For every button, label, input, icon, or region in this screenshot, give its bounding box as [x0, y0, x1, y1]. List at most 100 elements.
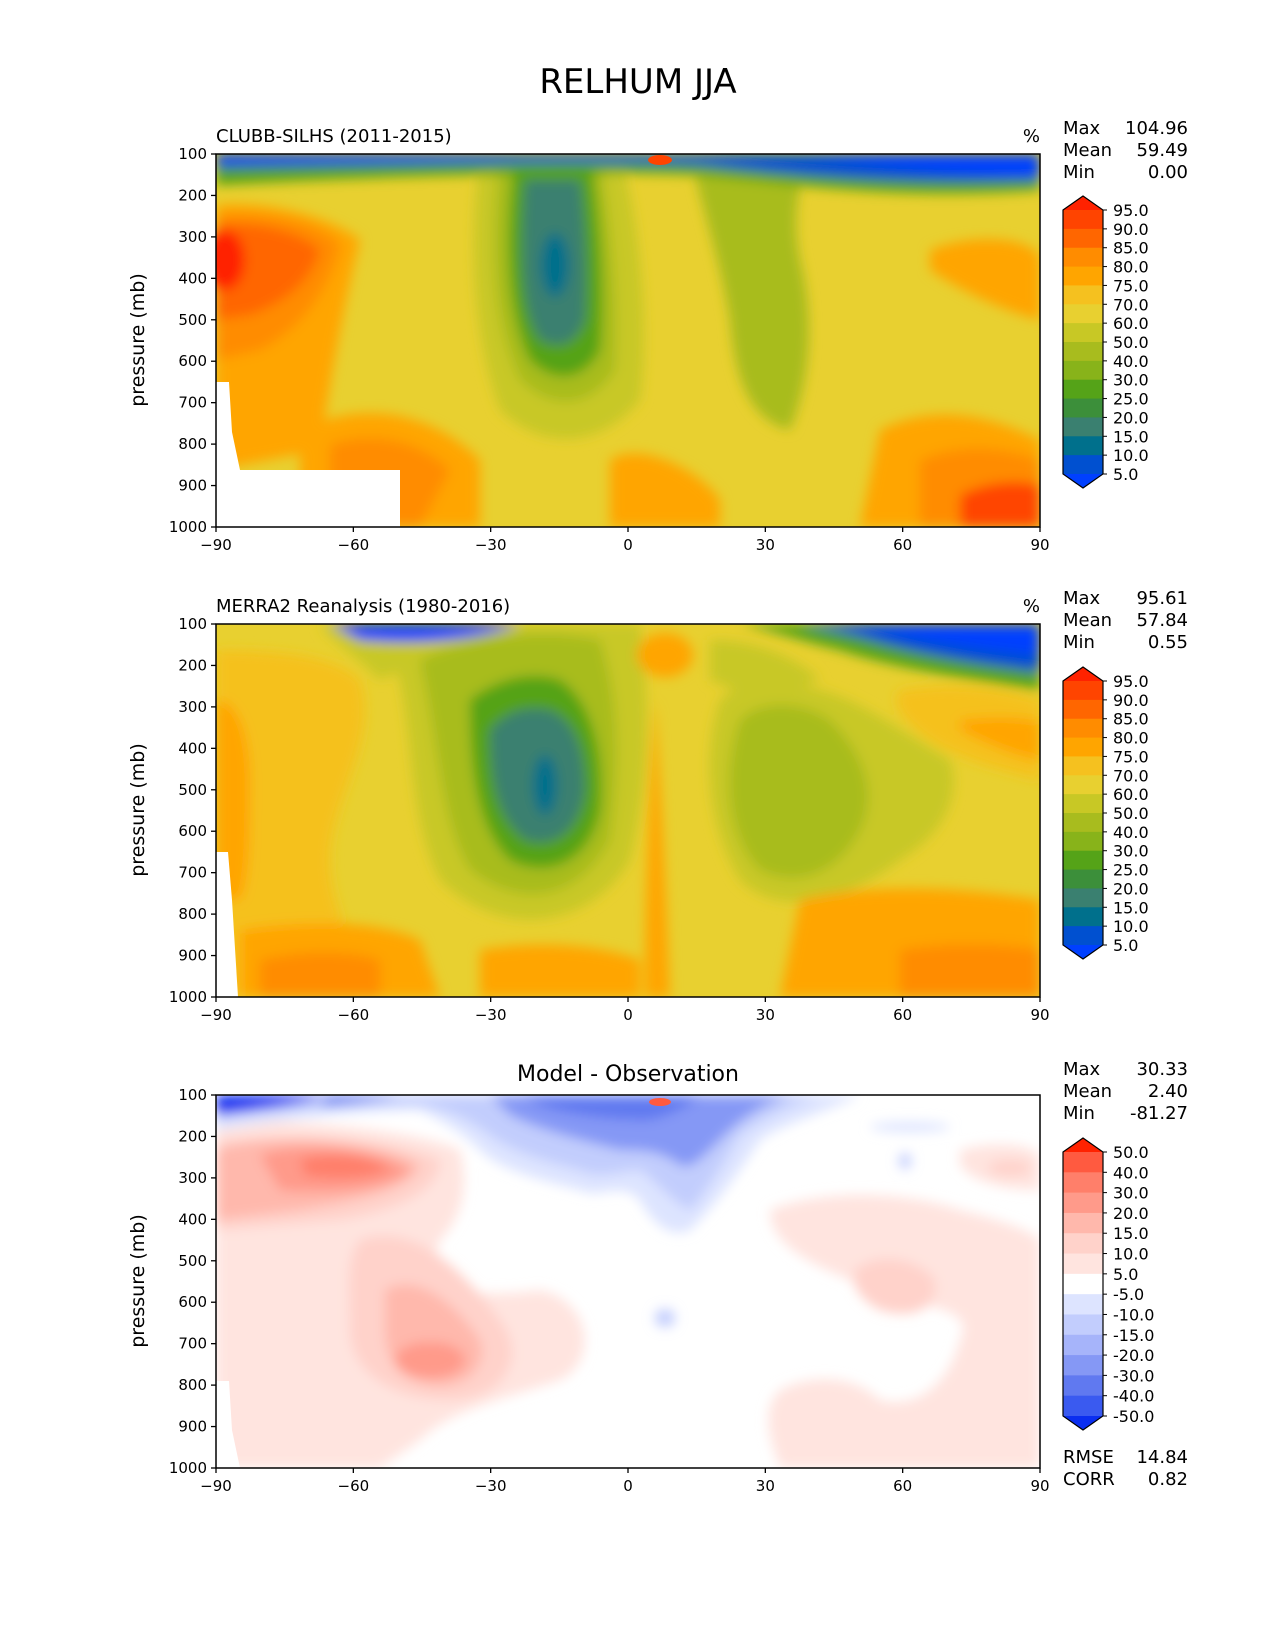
colorbar-observation: 95.090.085.080.075.070.060.050.040.030.0…: [1062, 666, 1149, 960]
colorbar-level-label: 75.0: [1113, 747, 1149, 766]
colorbar-segment: [1063, 247, 1103, 268]
stat-label: CORR: [1063, 1469, 1115, 1490]
stat-label: Mean: [1063, 610, 1112, 631]
y-tick-label: 100: [178, 615, 207, 633]
y-tick-label: 400: [178, 269, 207, 287]
colorbar-segment: [1063, 831, 1103, 852]
colorbar-segment: [1063, 775, 1103, 795]
panel-difference: Model - Observation pressure (mb) 100 200…: [127, 1059, 1188, 1495]
colorbar-level-label: 40.0: [1113, 352, 1149, 371]
colorbar-segment: [1063, 869, 1103, 889]
y-tick-label: 500: [178, 311, 207, 329]
stats-model: Max 104.96 Mean 59.49 Min 0.00: [1063, 118, 1188, 183]
colorbar-level-label: -50.0: [1113, 1407, 1154, 1426]
x-tick-label: 0: [623, 1006, 633, 1024]
colorbar-level-label: 30.0: [1113, 1184, 1149, 1203]
stat-value: 30.33: [1136, 1059, 1188, 1080]
colorbar-level-label: 50.0: [1113, 804, 1149, 823]
colorbar-level-label: 60.0: [1113, 785, 1149, 804]
colorbar-segment: [1063, 455, 1103, 475]
stat-label: Max: [1063, 588, 1101, 609]
y-tick-label: 800: [178, 435, 207, 453]
x-tick-label: −30: [475, 536, 507, 554]
colorbar-segment: [1063, 1253, 1103, 1275]
colorbar-difference: 50.040.0 30.020.015.0 10.05.0-5.0-10.0 -15.…: [1062, 1137, 1154, 1431]
colorbar-level-label: 80.0: [1113, 258, 1149, 277]
colorbar-segment: [1063, 1375, 1103, 1397]
y-tick-label: 600: [178, 1293, 207, 1311]
stat-label: Max: [1063, 118, 1101, 139]
colorbar-segment: [1063, 417, 1103, 437]
colorbar-level-label: 25.0: [1113, 861, 1149, 880]
y-tick-label: 600: [178, 352, 207, 370]
colorbar-extend-max: [1063, 196, 1103, 210]
colorbar-level-label: 15.0: [1113, 898, 1149, 917]
x-tick-label: 60: [893, 1477, 912, 1495]
y-tick-label: 500: [178, 781, 207, 799]
colorbar-segment: [1063, 718, 1103, 739]
x-tick-label: −90: [200, 1006, 232, 1024]
stat-label: Max: [1063, 1059, 1101, 1080]
stat-value: 0.82: [1148, 1469, 1188, 1490]
colorbar-segment: [1063, 1233, 1103, 1255]
colorbar-extend-max: [1063, 1138, 1103, 1152]
colorbar-segment: [1063, 1152, 1103, 1173]
colorbar-segment: [1063, 266, 1103, 286]
colorbar-segment: [1063, 926, 1103, 946]
colorbar-segment: [1063, 323, 1103, 343]
panel-title-difference: Model - Observation: [517, 1062, 739, 1087]
colorbar-segment: [1063, 737, 1103, 757]
colorbar-extend-min: [1063, 945, 1103, 959]
x-tick-label: 90: [1030, 1477, 1049, 1495]
colorbar-segment: [1063, 1334, 1103, 1356]
y-tick-label: 500: [178, 1252, 207, 1270]
y-tick-label: 700: [178, 864, 207, 882]
y-tick-label: 1000: [169, 988, 207, 1006]
y-tick-label: 1000: [169, 1459, 207, 1477]
y-axis-label-model: pressure (mb): [127, 273, 149, 407]
panel-observation: MERRA2 Reanalysis (1980-2016) % pressure…: [127, 588, 1188, 1024]
colorbar-segment: [1063, 360, 1103, 381]
colorbar-level-label: 15.0: [1113, 427, 1149, 446]
stat-value: 2.40: [1148, 1081, 1188, 1102]
x-tick-label: 30: [756, 536, 775, 554]
colorbar-segment: [1063, 436, 1103, 456]
y-tick-label: 300: [178, 698, 207, 716]
panel-title-model: CLUBB-SILHS (2011-2015): [216, 126, 452, 147]
colorbar-level-label: -20.0: [1113, 1346, 1154, 1365]
y-tick-label: 200: [178, 1127, 207, 1145]
y-tick-label: 900: [178, 947, 207, 965]
x-tick-label: −30: [475, 1006, 507, 1024]
colorbar-level-label: 90.0: [1113, 220, 1149, 239]
contour-field-observation: [216, 624, 1040, 997]
colorbar-extend-max: [1063, 667, 1103, 681]
colorbar-model: 95.090.085.080.075.070.060.050.040.030.0…: [1062, 195, 1149, 489]
y-tick-label: 300: [178, 1169, 207, 1187]
y-tick-label: 300: [178, 228, 207, 246]
panel-model: CLUBB-SILHS (2011-2015) % pressure (mb) …: [127, 118, 1188, 554]
colorbar-level-label: -5.0: [1113, 1285, 1144, 1304]
stat-label: Mean: [1063, 140, 1112, 161]
figure-title: RELHUM JJA: [539, 62, 736, 102]
colorbar-level-label: 30.0: [1113, 842, 1149, 861]
y-tick-label: 900: [178, 1418, 207, 1436]
colorbar-level-label: -15.0: [1113, 1326, 1154, 1345]
colorbar-segment: [1063, 1172, 1103, 1194]
y-tick-label: 600: [178, 822, 207, 840]
y-tick-label: 1000: [169, 518, 207, 536]
colorbar-level-label: 95.0: [1113, 672, 1149, 691]
colorbar-extend-min: [1063, 1416, 1103, 1430]
y-tick-label: 400: [178, 1210, 207, 1228]
stat-value: 104.96: [1125, 118, 1188, 139]
colorbar-segment: [1063, 1212, 1103, 1234]
stat-value: 0.55: [1148, 632, 1188, 653]
y-tick-label: 900: [178, 477, 207, 495]
colorbar-level-label: 10.0: [1113, 1245, 1149, 1264]
colorbar-level-label: 5.0: [1113, 1265, 1138, 1284]
colorbar-level-label: 85.0: [1113, 239, 1149, 258]
colorbar-level-label: 85.0: [1113, 710, 1149, 729]
colorbar-level-label: 20.0: [1113, 1204, 1149, 1223]
colorbar-segment: [1063, 1395, 1103, 1417]
stat-value: 95.61: [1136, 588, 1188, 609]
